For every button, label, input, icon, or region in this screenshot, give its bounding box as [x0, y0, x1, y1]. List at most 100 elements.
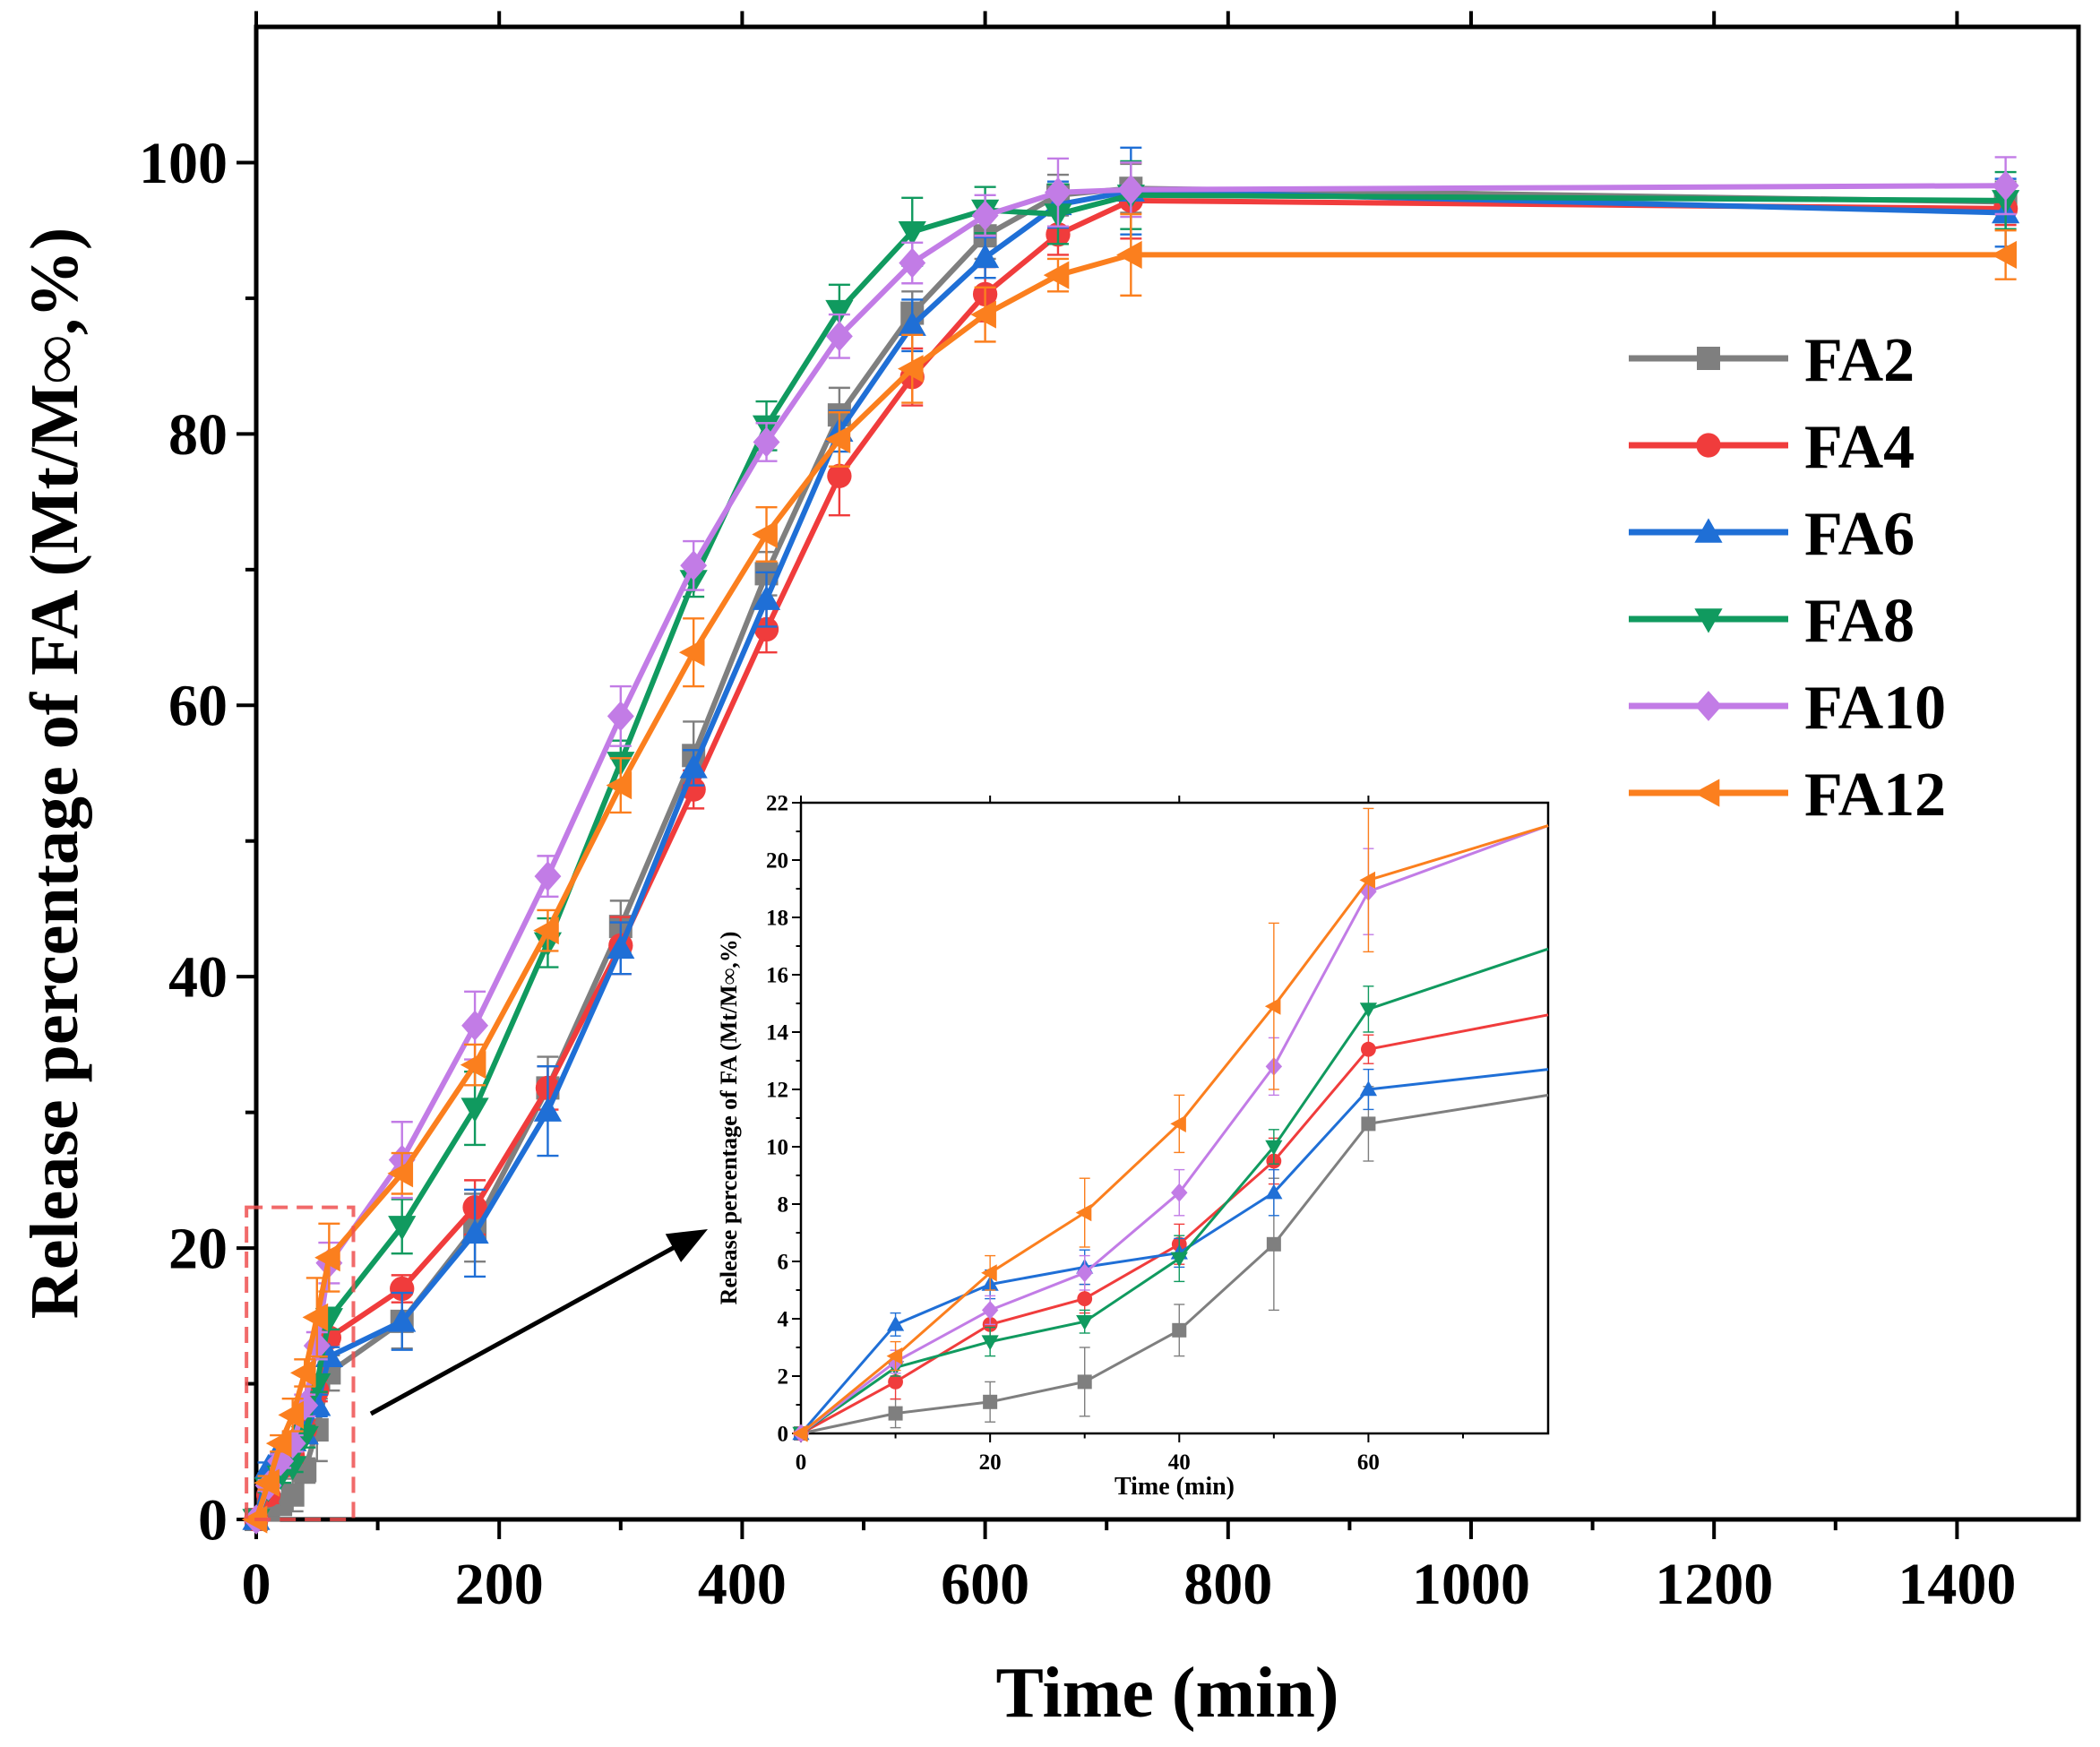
inset-plot: 0 20 40 60 0 2 4 6 8 10 12 14 16 18 20 22 Time (min) Rele…	[716, 792, 1550, 1501]
main-x-axis-title: Time (min)	[996, 1654, 1339, 1733]
inset-point-fa8	[1265, 1140, 1283, 1156]
legend-marker	[1694, 518, 1723, 543]
main-point-fa12	[1116, 240, 1142, 270]
inset-point-fa2	[1361, 1116, 1376, 1132]
main-point-fa12	[278, 1400, 305, 1429]
inset-y-axis: 0 2 4 6 8 10 12 14 16 18 20 22	[766, 792, 801, 1447]
main-point-fa6	[971, 243, 1000, 269]
inset-point-fa6	[886, 1315, 905, 1331]
inset-y-tick-label: 6	[778, 1251, 789, 1275]
inset-y-tick-label: 22	[766, 792, 788, 816]
main-y-axis-title: Release percentage of FA (Mt/M∞,%)	[17, 228, 92, 1319]
legend-marker	[1697, 347, 1720, 370]
inset-line-fa2	[800, 1093, 1549, 1435]
main-x-tick-label: 600	[941, 1552, 1029, 1617]
main-point-fa10	[291, 1390, 319, 1421]
main-point-fa4	[827, 463, 852, 488]
main-point-fa8	[825, 299, 854, 325]
inset-point-fa2	[1172, 1322, 1187, 1338]
main-point-fa10	[534, 861, 562, 892]
inset-y-tick-label: 12	[766, 1079, 788, 1103]
inset-series-fa12	[792, 807, 1549, 1442]
main-x-tick-label: 400	[698, 1552, 787, 1617]
inset-point-fa10	[1076, 1263, 1093, 1283]
main-point-fa12	[897, 355, 924, 383]
main-point-fa10	[825, 321, 853, 352]
main-point-fa10	[279, 1428, 306, 1459]
main-point-fa12	[302, 1303, 329, 1331]
inset-point-fa12	[1264, 997, 1281, 1015]
legend-label: FA2	[1804, 326, 1915, 395]
inset-point-fa10	[981, 1301, 999, 1320]
inset-point-fa12	[981, 1264, 997, 1282]
inset-point-fa6	[1359, 1080, 1378, 1097]
main-point-fa6	[607, 934, 635, 960]
main-point-fa8	[388, 1216, 417, 1241]
inset-point-fa4	[1077, 1291, 1093, 1306]
legend-label: FA8	[1804, 587, 1915, 656]
main-point-fa10	[1117, 174, 1145, 205]
inset-point-fa12	[1359, 871, 1376, 889]
main-point-fa10	[1045, 176, 1072, 208]
main-point-fa6	[533, 1097, 563, 1122]
main-point-fa6	[752, 585, 781, 610]
legend-label: FA4	[1804, 413, 1915, 482]
main-point-fa12	[241, 1505, 268, 1534]
main-point-fa12	[678, 638, 705, 667]
main-point-fa10	[680, 550, 708, 581]
inset-y-tick-label: 20	[766, 849, 788, 874]
legend-item-fa6: FA6	[1629, 500, 1915, 569]
inset-point-fa8	[981, 1335, 999, 1351]
legend-marker	[1695, 691, 1722, 721]
main-point-fa10	[971, 200, 999, 231]
legend-marker	[1693, 779, 1720, 807]
inset-y-axis-title: Release percentage of FA (Mt/M∞,%)	[716, 932, 742, 1305]
main-x-axis: 0 200 400 600 800 1000 1200 1400	[242, 11, 2016, 1617]
main-x-tick-label: 200	[455, 1552, 544, 1617]
main-point-fa4	[753, 616, 779, 642]
main-point-fa2	[280, 1483, 305, 1507]
inset-line-fa10	[800, 824, 1549, 1435]
inset-y-tick-label: 10	[766, 1136, 788, 1160]
inset-series-fa6	[792, 1068, 1549, 1441]
inset-line-fa4	[800, 1013, 1549, 1435]
inset-x-tick-label: 0	[796, 1450, 807, 1475]
main-y-tick-label: 0	[198, 1487, 228, 1553]
inset-point-fa12	[886, 1347, 903, 1365]
main-point-fa10	[753, 426, 780, 458]
main-point-fa12	[289, 1358, 316, 1388]
main-point-fa12	[460, 1051, 486, 1080]
inset-point-fa12	[1075, 1204, 1092, 1222]
inset-line-fa6	[799, 1068, 1549, 1434]
main-point-fa6	[898, 311, 926, 336]
main-point-fa12	[254, 1468, 280, 1497]
main-y-axis: 0 20 40 60 80 100	[139, 131, 256, 1553]
inset-point-fa4	[888, 1374, 903, 1390]
main-point-fa12	[752, 520, 778, 549]
inset-background	[801, 803, 1548, 1433]
main-point-fa6	[388, 1307, 417, 1332]
main-y-tick-label: 20	[168, 1217, 228, 1282]
inset-line-fa12	[800, 824, 1549, 1435]
main-point-fa12	[606, 771, 633, 800]
main-point-fa12	[387, 1159, 414, 1188]
main-x-tick-label: 1000	[1412, 1552, 1530, 1617]
inset-x-tick-label: 60	[1357, 1450, 1380, 1475]
main-point-fa10	[461, 1010, 489, 1041]
legend-item-fa10: FA10	[1629, 674, 1946, 743]
main-point-fa8	[460, 1097, 489, 1123]
main-plot: 0 200 400 600 800 1000 1200 1400020406080100Tim…	[17, 11, 2081, 1733]
main-point-fa12	[533, 917, 559, 945]
inset-point-fa8	[1076, 1315, 1094, 1330]
inset-point-fa12	[1170, 1114, 1186, 1132]
legend-item-fa12: FA12	[1629, 761, 1946, 830]
main-y-tick-label: 60	[168, 674, 228, 739]
main-point-fa10	[899, 247, 926, 279]
inset-y-tick-label: 16	[766, 964, 788, 988]
main-frame	[254, 24, 2081, 1522]
main-series-fa12	[241, 212, 2017, 1534]
inset-y-tick-label: 2	[778, 1365, 789, 1390]
main-point-fa8	[898, 220, 926, 246]
main-y-tick-label: 40	[168, 945, 228, 1011]
